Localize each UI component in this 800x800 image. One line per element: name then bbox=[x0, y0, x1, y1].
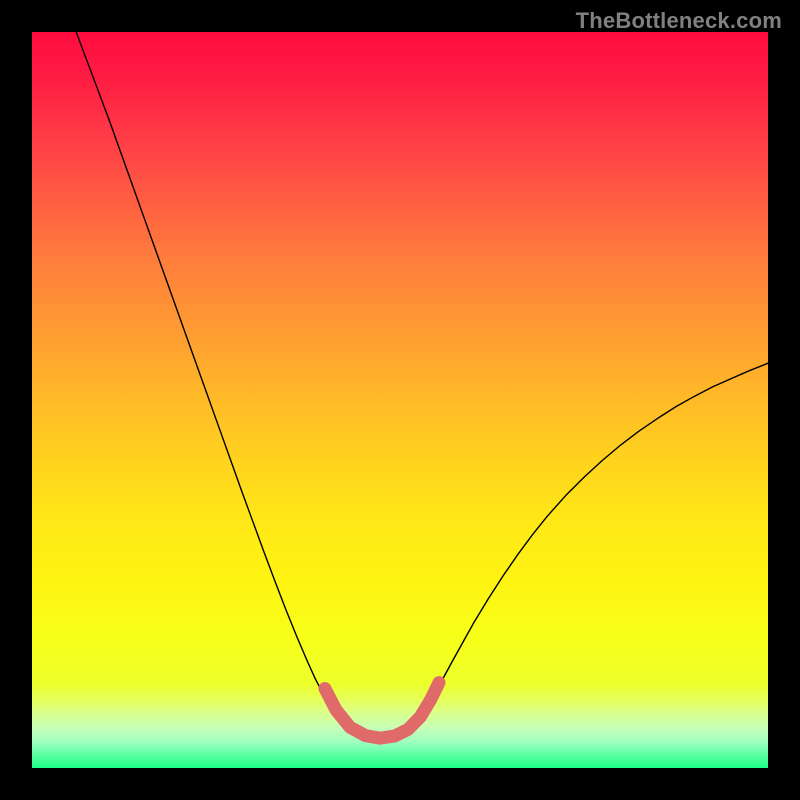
gradient-background bbox=[32, 32, 768, 768]
watermark-text: TheBottleneck.com bbox=[576, 8, 782, 34]
plot-area bbox=[32, 32, 768, 768]
stage: TheBottleneck.com bbox=[0, 0, 800, 800]
bottleneck-chart bbox=[32, 32, 768, 768]
